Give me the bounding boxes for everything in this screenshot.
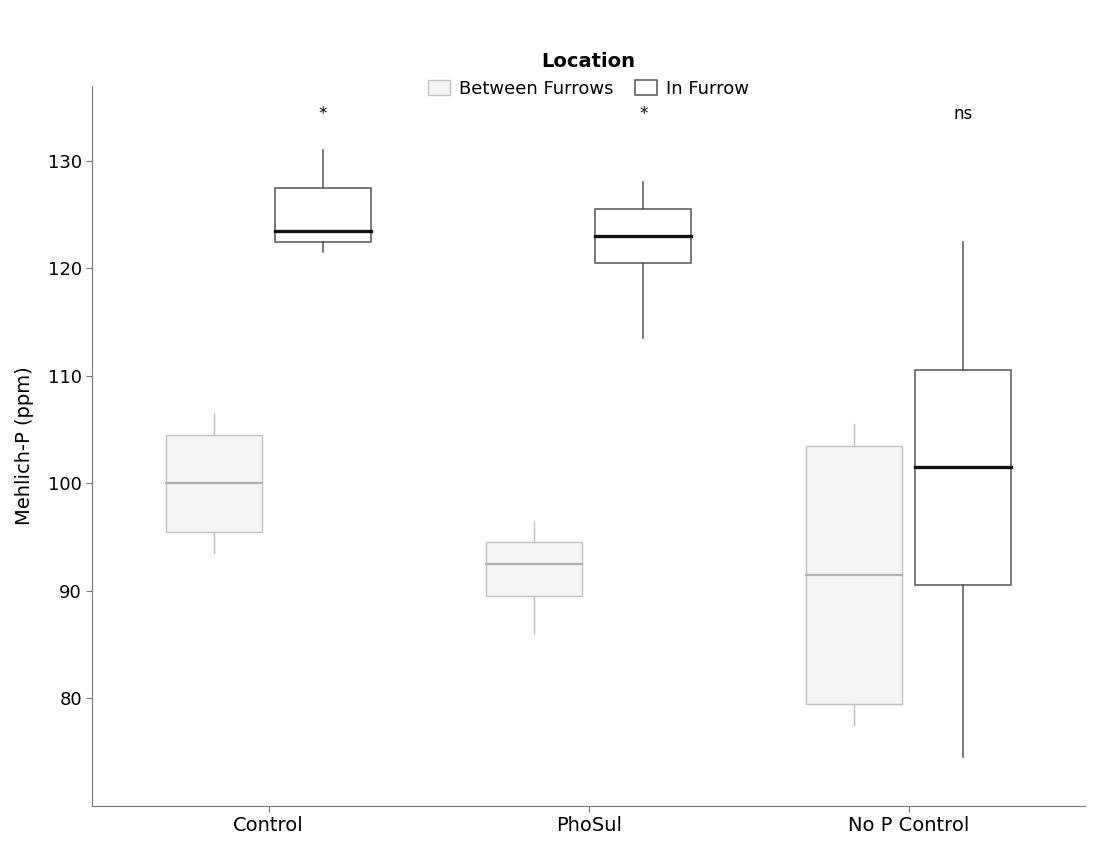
Bar bbox=[806, 445, 902, 704]
Bar bbox=[166, 435, 262, 531]
Text: *: * bbox=[319, 105, 327, 123]
Text: ns: ns bbox=[954, 105, 974, 123]
Y-axis label: Mehlich-P (ppm): Mehlich-P (ppm) bbox=[15, 366, 34, 525]
Legend: Between Furrows, In Furrow: Between Furrows, In Furrow bbox=[421, 44, 756, 105]
Bar bbox=[275, 188, 371, 241]
Bar bbox=[486, 542, 582, 596]
Bar bbox=[915, 371, 1011, 586]
Bar bbox=[595, 209, 691, 263]
Text: *: * bbox=[639, 105, 647, 123]
